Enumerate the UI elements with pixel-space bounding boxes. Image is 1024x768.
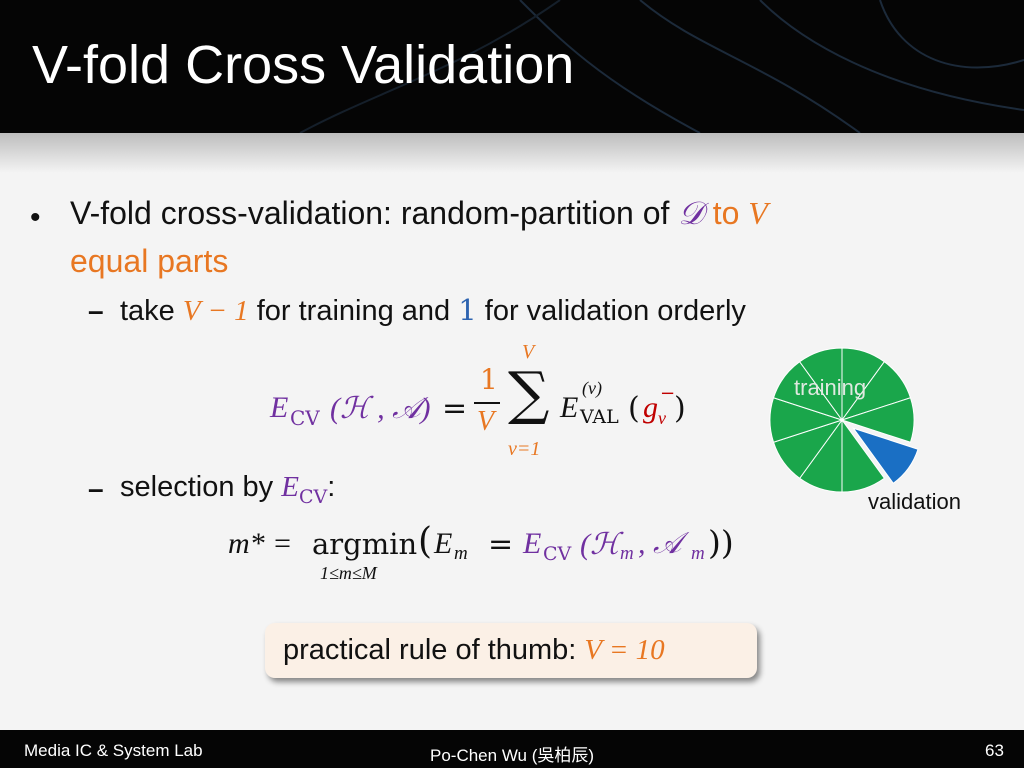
term-close: ): [674, 391, 686, 426]
sub-bullet-1: take V − 1 for training and 1 for valida…: [120, 293, 746, 328]
one-value: 1: [458, 293, 477, 327]
formula-ecv: E CV (ℋ , 𝒜) = 1 V V ∑ v=1 E (v) VAL ( g…: [270, 338, 710, 468]
slide-content: • V-fold cross-validation: random-partit…: [0, 133, 1024, 730]
title-bar: V-fold Cross Validation: [0, 0, 1024, 133]
pie-slice-training: [798, 347, 843, 422]
bullet-text-2: equal parts: [70, 243, 229, 279]
eq-sign: =: [488, 527, 514, 562]
sum-sign: ∑: [508, 359, 550, 427]
sub-bullet-2: selection by ECV:: [120, 471, 335, 508]
selection-text: selection by: [120, 471, 274, 503]
term-open: (: [628, 391, 640, 426]
dash-bullet-2: –: [88, 473, 104, 504]
bullet-dot: •: [30, 201, 41, 234]
big-open: (: [418, 521, 433, 562]
take-text: take: [120, 295, 175, 327]
bullet-text: V-fold cross-validation: random-partitio…: [70, 195, 670, 231]
symbol-v: V: [748, 195, 768, 231]
ecv: E: [523, 527, 542, 560]
args-a: , 𝒜: [638, 527, 682, 560]
bullet-to: to: [703, 195, 749, 231]
training-label: training: [794, 375, 867, 400]
selection-e-sub: CV: [298, 485, 328, 508]
lhs-args: (ℋ , 𝒜): [330, 392, 431, 425]
fold-pie: [769, 347, 919, 493]
slide-title: V-fold Cross Validation: [32, 35, 575, 95]
frac-den: V: [477, 406, 495, 437]
term-g-sup: −: [660, 383, 676, 404]
middle-text: for training and: [256, 295, 451, 327]
title-shadow: [0, 133, 1024, 173]
term-g-sub: v: [658, 408, 666, 428]
page-number: 63: [985, 741, 1004, 760]
bullet-main: V-fold cross-validation: random-partitio…: [70, 189, 970, 285]
header-texture: [299, 0, 1024, 133]
pie-slice-training: [840, 397, 915, 443]
footer-lab: Media IC & System Lab: [24, 741, 203, 760]
pie-slice-validation: [852, 427, 919, 484]
dash-bullet: –: [88, 295, 104, 326]
em: E: [434, 527, 453, 560]
term-sup: (v): [582, 378, 602, 398]
callout-text: practical rule of thumb:: [283, 634, 577, 666]
sum-top: V: [522, 341, 535, 363]
frac-bar: [474, 402, 500, 404]
end-text: for validation orderly: [484, 295, 746, 327]
args-h: (ℋ: [580, 528, 620, 561]
rule-of-thumb-box: practical rule of thumb: V = 10: [265, 623, 757, 678]
em-sub: m: [454, 543, 468, 564]
sum-bottom: v=1: [508, 438, 541, 460]
term-g: g: [643, 391, 658, 424]
term-sub: VAL: [580, 406, 619, 428]
ecv-sub: CV: [543, 543, 572, 565]
footer: Media IC & System Lab Po-Chen Wu (吳柏辰) 6…: [0, 730, 1024, 768]
formula-argmin: m* = argmin 1≤m≤M ( E m = E CV (ℋ m , 𝒜 …: [228, 521, 768, 593]
lhs-sub: CV: [290, 406, 320, 430]
footer-author: Po-Chen Wu (吳柏辰): [430, 746, 595, 765]
symbol-d: 𝒟: [678, 195, 704, 231]
argmin-sub: 1≤m≤M: [320, 563, 377, 583]
frac-num: 1: [480, 363, 498, 396]
a-sub: m: [691, 543, 705, 564]
callout-value: V = 10: [584, 634, 665, 666]
lhs-e: E: [270, 391, 289, 424]
h-sub: m: [620, 543, 634, 564]
m-star: m* =: [228, 527, 293, 560]
argmin: argmin: [312, 527, 418, 561]
big-close: )): [708, 523, 734, 562]
term-e: E: [560, 391, 579, 424]
selection-e: E: [281, 471, 299, 503]
equals-sign: =: [442, 391, 468, 426]
selection-colon: :: [327, 471, 336, 503]
v-minus-1: V − 1: [182, 295, 249, 327]
validation-label: validation: [868, 489, 961, 514]
